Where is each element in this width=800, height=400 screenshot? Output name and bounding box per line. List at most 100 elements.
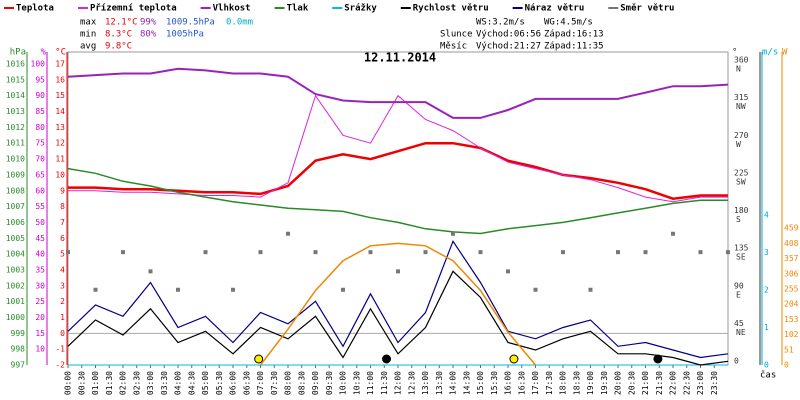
y-tick-label: 315 bbox=[734, 93, 749, 102]
moon-info: Měsíc bbox=[440, 42, 467, 52]
y-tick-label: 1010 bbox=[6, 155, 25, 164]
x-tick-label: 04:00 bbox=[174, 371, 183, 395]
x-tick-label: 13:00 bbox=[421, 371, 430, 395]
moon-info: Západ:11:35 bbox=[544, 42, 604, 52]
axis-unit: % bbox=[41, 48, 47, 58]
x-tick-label: 17:30 bbox=[545, 371, 554, 395]
stat: 8.3°C bbox=[105, 30, 132, 40]
y-tick-label: 45 bbox=[35, 234, 45, 243]
y-tick-label: 1015 bbox=[6, 75, 25, 84]
y-tick-label: 255 bbox=[784, 284, 799, 293]
y-tick-label: 1002 bbox=[6, 281, 25, 290]
stat: 9.8°C bbox=[105, 42, 132, 52]
x-tick-label: 05:00 bbox=[201, 371, 210, 395]
y-tick-label: 135 bbox=[734, 244, 749, 253]
y-tick-label: 180 bbox=[734, 206, 749, 215]
y-tick-label: 1 bbox=[764, 323, 769, 332]
x-tick-label: 17:00 bbox=[531, 371, 540, 395]
y-tick-label: 10 bbox=[35, 345, 45, 354]
y-tick-label: 90 bbox=[35, 91, 45, 100]
legend-label: Náraz větru bbox=[525, 3, 585, 14]
x-tick-label: 20:00 bbox=[614, 371, 623, 395]
y-tick-label: -2 bbox=[55, 361, 65, 370]
series-line bbox=[68, 94, 728, 203]
direction-label: W bbox=[736, 140, 741, 149]
y-tick-label: 4 bbox=[764, 211, 769, 220]
wind-direction-point bbox=[561, 250, 565, 255]
series-line bbox=[67, 240, 729, 359]
wind-direction-point bbox=[698, 250, 703, 255]
y-tick-label: 30 bbox=[35, 281, 45, 290]
legend-label: Teplota bbox=[16, 4, 54, 14]
y-tick-label: 1011 bbox=[6, 139, 25, 148]
wind-direction-point bbox=[726, 250, 730, 255]
x-tick-label: 03:00 bbox=[146, 371, 155, 395]
x-tick-label: 08:00 bbox=[284, 371, 293, 395]
wind-direction-point bbox=[616, 250, 620, 255]
wind-direction-point bbox=[121, 250, 125, 255]
x-tick-label: 20:30 bbox=[627, 371, 636, 395]
y-tick-label: 3 bbox=[60, 281, 65, 290]
moon-marker bbox=[382, 354, 392, 364]
y-tick-label: 0 bbox=[764, 361, 769, 370]
y-tick-label: 1005 bbox=[6, 234, 25, 243]
y-tick-label: -1 bbox=[55, 345, 65, 354]
stat: max bbox=[80, 18, 97, 28]
stat: 1005hPa bbox=[166, 30, 204, 40]
y-tick-label: 1016 bbox=[6, 60, 25, 69]
y-tick-label: 1004 bbox=[6, 250, 25, 259]
x-tick-label: 18:00 bbox=[559, 371, 568, 395]
axis-unit: W bbox=[782, 48, 788, 58]
y-tick-label: 16 bbox=[55, 75, 65, 84]
y-tick-label: 7 bbox=[60, 218, 65, 227]
y-tick-label: 3 bbox=[764, 248, 769, 257]
y-tick-label: 70 bbox=[35, 155, 45, 164]
x-tick-label: 07:30 bbox=[270, 371, 279, 395]
y-tick-label: 75 bbox=[35, 139, 45, 148]
x-tick-label: 21:30 bbox=[655, 371, 664, 395]
wind-direction-point bbox=[533, 287, 538, 292]
axis-unit: m/s bbox=[762, 48, 778, 58]
y-tick-label: 13 bbox=[55, 123, 65, 132]
stat: 0.0mm bbox=[226, 18, 253, 28]
x-tick-label: 01:30 bbox=[105, 371, 114, 395]
wind-direction-point bbox=[588, 287, 593, 292]
x-tick-label: 12:30 bbox=[407, 371, 416, 395]
series-line bbox=[67, 270, 729, 366]
y-tick-label: 50 bbox=[35, 218, 45, 227]
y-tick-label: 65 bbox=[35, 170, 45, 179]
x-tick-label: 10:30 bbox=[352, 371, 361, 395]
y-tick-label: 51 bbox=[784, 345, 794, 354]
x-tick-label: 07:00 bbox=[256, 371, 265, 395]
x-tick-label: 19:00 bbox=[586, 371, 595, 395]
y-tick-label: 5 bbox=[60, 250, 65, 259]
y-tick-label: 1012 bbox=[6, 123, 25, 132]
x-axis-label: čas bbox=[760, 370, 776, 381]
y-tick-label: 15 bbox=[55, 91, 65, 100]
y-tick-label: 45 bbox=[734, 319, 744, 328]
y-tick-label: 1008 bbox=[6, 186, 25, 195]
y-tick-label: 35 bbox=[35, 265, 45, 274]
y-tick-label: 153 bbox=[784, 315, 799, 324]
y-tick-label: 80 bbox=[35, 123, 45, 132]
x-tick-label: 06:00 bbox=[229, 371, 238, 395]
x-tick-label: 01:00 bbox=[91, 371, 100, 395]
moon-marker bbox=[653, 354, 663, 364]
direction-label: NE bbox=[736, 328, 746, 337]
legend-label: Přízemní teplota bbox=[90, 4, 177, 14]
y-tick-label: 225 bbox=[734, 168, 749, 177]
x-tick-label: 08:30 bbox=[297, 371, 306, 395]
y-tick-label: 25 bbox=[35, 297, 45, 306]
wind-direction-point bbox=[368, 250, 373, 255]
sun-info: Západ:16:13 bbox=[544, 30, 604, 40]
axis-unit: °C bbox=[55, 48, 66, 58]
y-tick-label: 2 bbox=[60, 297, 65, 306]
y-tick-label: 0 bbox=[60, 329, 65, 338]
x-tick-label: 06:30 bbox=[242, 371, 251, 395]
y-tick-label: 6 bbox=[60, 234, 65, 243]
y-tick-label: 95 bbox=[35, 75, 45, 84]
legend-label: Směr větru bbox=[620, 3, 674, 14]
x-tick-label: 14:30 bbox=[462, 371, 471, 395]
wind-direction-point bbox=[66, 250, 70, 255]
y-tick-label: 55 bbox=[35, 202, 45, 211]
